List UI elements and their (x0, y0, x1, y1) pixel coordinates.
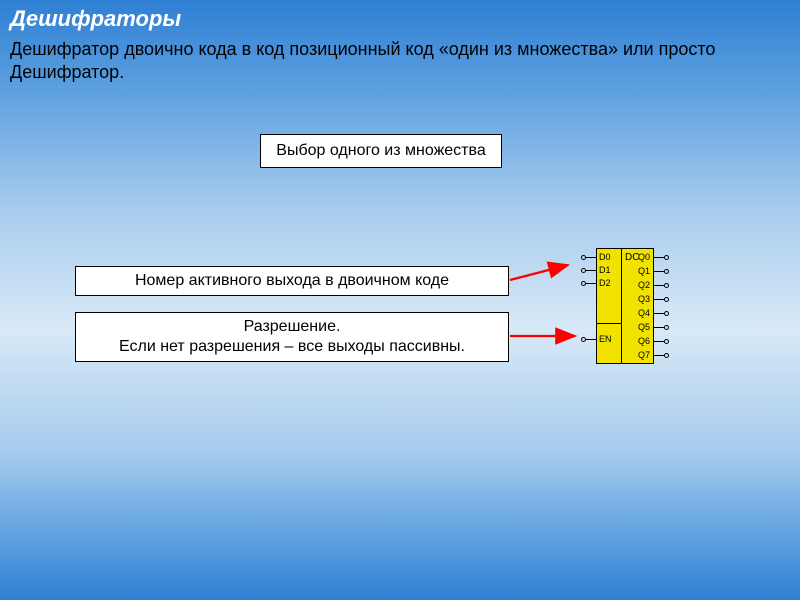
pin-label-d1: D1 (599, 265, 611, 275)
pin-label-q3: Q3 (638, 294, 650, 304)
lead-d1 (586, 270, 596, 271)
lead-q0 (654, 257, 664, 258)
bubble-q5 (664, 325, 669, 330)
lead-en (586, 339, 596, 340)
bubble-q2 (664, 283, 669, 288)
pin-label-d2: D2 (599, 278, 611, 288)
subtitle-text: Дешифратор двоично кода в код позиционны… (10, 38, 770, 85)
bubble-q1 (664, 269, 669, 274)
bubble-q3 (664, 297, 669, 302)
bubble-en (581, 337, 586, 342)
pin-label-q7: Q7 (638, 350, 650, 360)
box-active-output-number: Номер активного выхода в двоичном коде (75, 266, 509, 296)
pin-label-q0: Q0 (638, 252, 650, 262)
bubble-d2 (581, 281, 586, 286)
lead-q4 (654, 313, 664, 314)
lead-q1 (654, 271, 664, 272)
box-select-one: Выбор одного из множества (260, 134, 502, 168)
lead-q5 (654, 327, 664, 328)
pin-label-q1: Q1 (638, 266, 650, 276)
pin-label-q5: Q5 (638, 322, 650, 332)
bubble-d1 (581, 268, 586, 273)
slide: Дешифраторы Дешифратор двоично кода в ко… (0, 0, 800, 600)
pin-label-q6: Q6 (638, 336, 650, 346)
arrow-to-inputs (0, 0, 800, 600)
decoder-divider-horizontal (596, 323, 621, 324)
lead-q7 (654, 355, 664, 356)
lead-q3 (654, 299, 664, 300)
page-title: Дешифраторы (10, 6, 181, 32)
decoder-divider-vertical (621, 248, 622, 364)
decoder-chip: DC D0 D1 D2 EN Q0 Q1 Q2 Q3 Q4 Q5 Q6 Q7 (596, 248, 654, 364)
lead-d0 (586, 257, 596, 258)
lead-q6 (654, 341, 664, 342)
lead-d2 (586, 283, 596, 284)
pin-label-en: EN (599, 334, 612, 344)
pin-label-q4: Q4 (638, 308, 650, 318)
bubble-q7 (664, 353, 669, 358)
box-enable: Разрешение. Если нет разрешения – все вы… (75, 312, 509, 362)
bubble-d0 (581, 255, 586, 260)
box-enable-text: Разрешение. Если нет разрешения – все вы… (119, 317, 465, 357)
pin-label-d0: D0 (599, 252, 611, 262)
bubble-q6 (664, 339, 669, 344)
lead-q2 (654, 285, 664, 286)
bubble-q4 (664, 311, 669, 316)
pin-label-q2: Q2 (638, 280, 650, 290)
bubble-q0 (664, 255, 669, 260)
